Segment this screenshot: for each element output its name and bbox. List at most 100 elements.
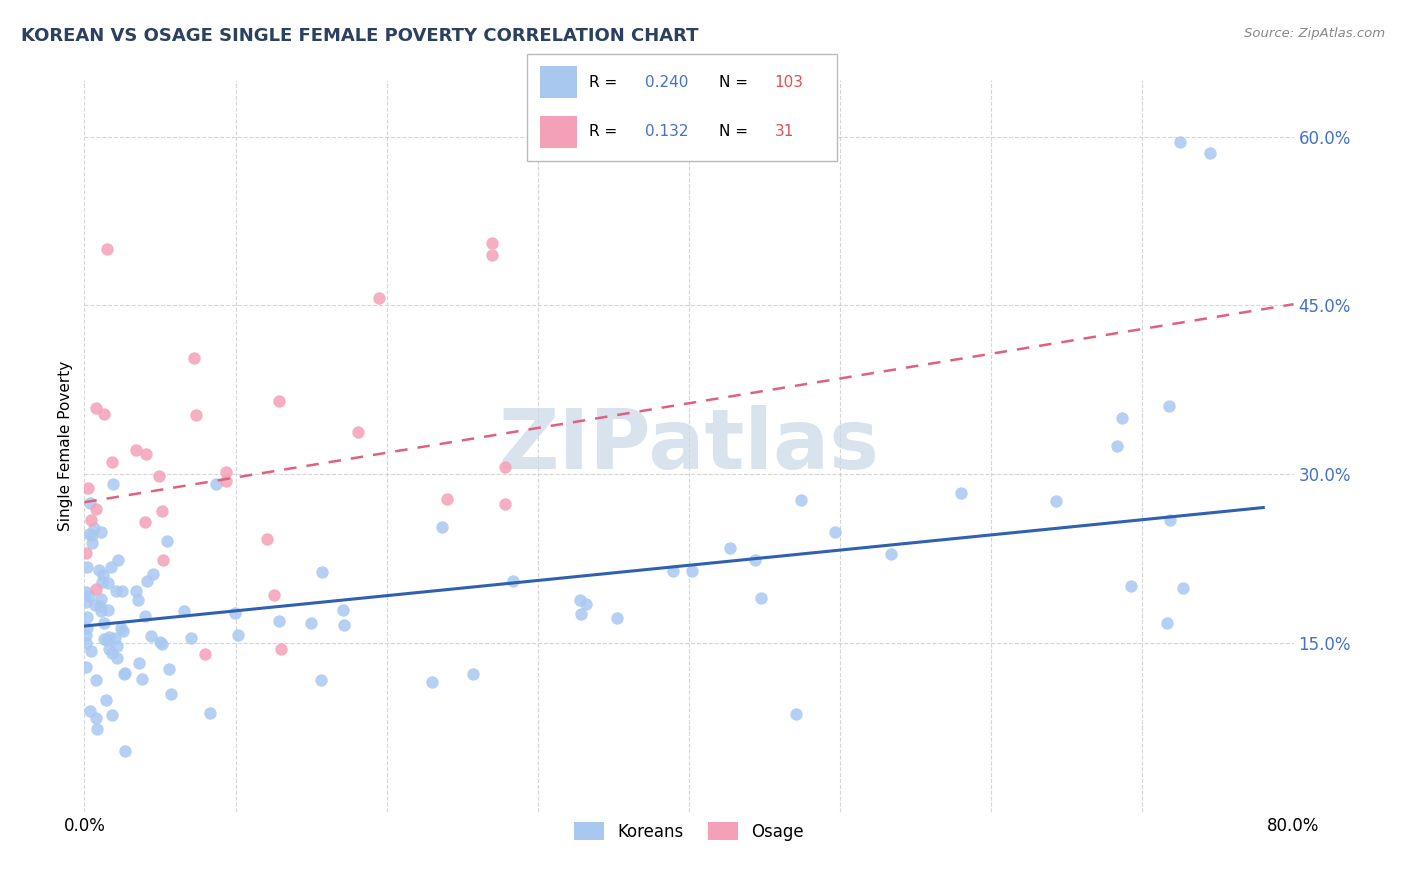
Point	[105, 651, 128, 665]
Point	[107, 553, 129, 567]
Point	[75, 546, 97, 560]
Point	[824, 524, 846, 539]
Point	[90, 524, 112, 539]
Point	[84, 502, 107, 516]
Text: ZIPatlas: ZIPatlas	[499, 406, 879, 486]
Point	[149, 634, 172, 648]
Point	[100, 455, 122, 469]
Point	[422, 675, 444, 690]
Point	[83, 521, 105, 535]
Point	[184, 408, 207, 422]
Point	[1157, 399, 1180, 413]
Point	[91, 568, 114, 582]
Point	[96, 242, 118, 256]
Point	[76, 628, 98, 642]
Point	[494, 497, 516, 511]
Point	[142, 566, 165, 581]
Point	[76, 481, 98, 495]
Point	[79, 704, 101, 718]
Point	[1168, 135, 1191, 149]
Point	[1173, 581, 1195, 595]
Point	[173, 604, 195, 618]
Point	[569, 593, 592, 607]
Point	[270, 641, 292, 656]
Point	[436, 492, 458, 507]
Point	[80, 536, 103, 550]
Point	[569, 607, 592, 622]
Point	[790, 492, 813, 507]
Point	[101, 476, 124, 491]
Point	[150, 637, 173, 651]
Point	[183, 351, 205, 365]
Point	[84, 582, 107, 596]
Text: N =: N =	[718, 124, 752, 139]
Point	[75, 585, 97, 599]
Point	[90, 591, 112, 606]
Point	[94, 693, 117, 707]
FancyBboxPatch shape	[527, 54, 837, 161]
Point	[311, 565, 333, 579]
Text: 31: 31	[775, 124, 794, 139]
Point	[1111, 411, 1133, 425]
Point	[127, 593, 149, 607]
Point	[89, 599, 111, 613]
Point	[661, 564, 683, 578]
Point	[575, 597, 598, 611]
Point	[214, 475, 236, 489]
Point	[84, 401, 107, 416]
Point	[332, 602, 354, 616]
Text: R =: R =	[589, 75, 623, 90]
Point	[79, 644, 101, 658]
Text: 0.240: 0.240	[645, 75, 688, 90]
Text: R =: R =	[589, 124, 623, 139]
Point	[97, 603, 120, 617]
Point	[749, 591, 772, 605]
Point	[141, 630, 163, 644]
Point	[157, 662, 180, 676]
Point	[76, 609, 98, 624]
Point	[91, 575, 114, 590]
Point	[112, 666, 135, 681]
Point	[606, 611, 628, 625]
Point	[135, 447, 157, 461]
Point	[114, 744, 136, 758]
Point	[309, 673, 332, 687]
Point	[75, 595, 97, 609]
Point	[432, 520, 454, 534]
Point	[494, 460, 516, 475]
Point	[101, 707, 124, 722]
Point	[77, 527, 100, 541]
Point	[82, 528, 104, 542]
Point	[152, 553, 174, 567]
Point	[156, 533, 179, 548]
Point	[87, 563, 110, 577]
Y-axis label: Single Female Poverty: Single Female Poverty	[58, 361, 73, 531]
Point	[1199, 146, 1222, 161]
Point	[1156, 616, 1178, 631]
Point	[481, 236, 503, 251]
Point	[84, 711, 107, 725]
Text: KOREAN VS OSAGE SINGLE FEMALE POVERTY CORRELATION CHART: KOREAN VS OSAGE SINGLE FEMALE POVERTY CO…	[21, 27, 699, 45]
Point	[104, 583, 127, 598]
Point	[75, 660, 97, 674]
Point	[205, 476, 228, 491]
Point	[100, 560, 122, 574]
Point	[104, 631, 127, 645]
Point	[785, 706, 807, 721]
Point	[681, 564, 703, 578]
Point	[194, 647, 217, 661]
Point	[1105, 439, 1128, 453]
Point	[160, 687, 183, 701]
Text: N =: N =	[718, 75, 752, 90]
Point	[368, 291, 391, 305]
Point	[333, 617, 356, 632]
Point	[112, 624, 135, 638]
Point	[97, 576, 120, 591]
Text: 0.132: 0.132	[645, 124, 689, 139]
Point	[200, 706, 222, 721]
Point	[93, 632, 115, 646]
Point	[148, 469, 170, 483]
Point	[111, 583, 134, 598]
Point	[134, 515, 156, 529]
Point	[502, 574, 524, 589]
